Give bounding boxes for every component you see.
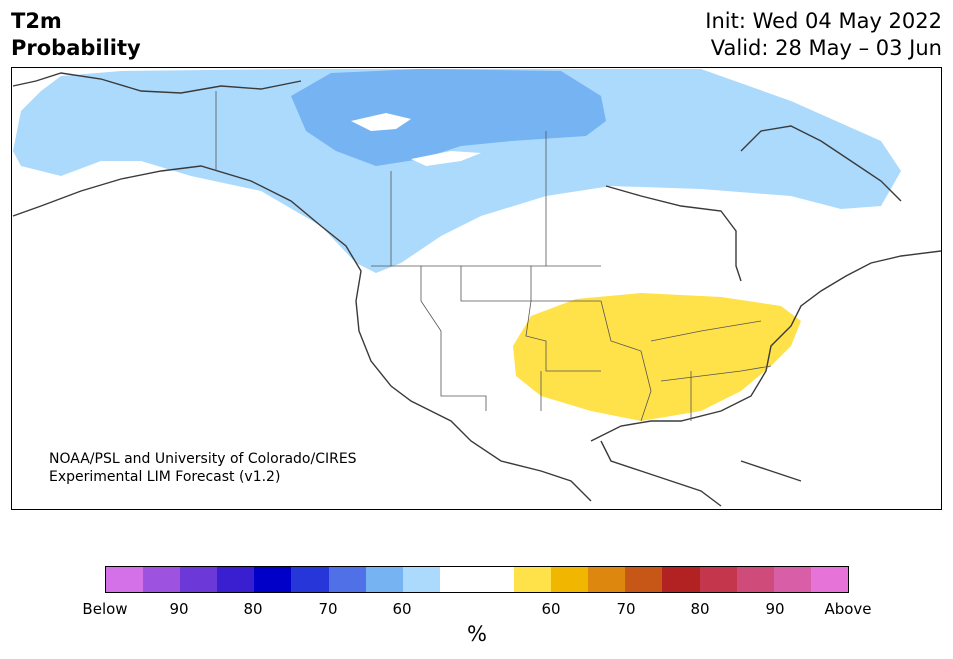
political-borders <box>215 91 772 422</box>
colorbar-tick-label: Below <box>82 600 128 618</box>
colorbar-swatch <box>254 567 292 592</box>
above-normal-region <box>513 293 801 421</box>
lake-patch <box>411 151 481 166</box>
colorbar-unit: % <box>467 622 487 646</box>
map-title: T2m Probability <box>11 8 141 62</box>
colorbar-tick-label: 60 <box>392 600 412 618</box>
init-date: Init: Wed 04 May 2022 <box>705 9 942 33</box>
colorbar-swatch <box>514 567 552 592</box>
colorbar-swatch <box>625 567 663 592</box>
colorbar-swatch <box>439 567 477 592</box>
colorbar-swatch <box>810 567 848 592</box>
colorbar-tick-label: 90 <box>765 600 785 618</box>
colorbar-tick-label: 60 <box>541 600 561 618</box>
colorbar-swatch <box>773 567 811 592</box>
colorbar-tick-label: 80 <box>690 600 710 618</box>
colorbar-tick-label: Above <box>824 600 872 618</box>
colorbar-swatch <box>365 567 403 592</box>
colorbar-swatch <box>328 567 366 592</box>
colorbar <box>105 566 849 593</box>
credit-line-model: Experimental LIM Forecast (v1.2) <box>49 469 281 485</box>
colorbar-tick-label: 70 <box>616 600 636 618</box>
colorbar-swatch <box>143 567 181 592</box>
colorbar-swatch <box>662 567 700 592</box>
colorbar-swatch <box>588 567 626 592</box>
coastlines <box>12 72 941 507</box>
colorbar-tick-label: 80 <box>243 600 263 618</box>
colorbar-swatch <box>402 567 440 592</box>
credit-text: NOAA/PSL and University of Colorado/CIRE… <box>49 450 357 486</box>
credit-line-org: NOAA/PSL and University of Colorado/CIRE… <box>49 451 357 467</box>
valid-range: Valid: 28 May – 03 Jun <box>710 36 942 60</box>
colorbar-swatch <box>106 567 144 592</box>
below-normal-medium-region <box>291 69 606 166</box>
colorbar-swatch <box>736 567 774 592</box>
colorbar-swatch <box>217 567 255 592</box>
lake-patch <box>351 113 411 131</box>
below-normal-light-region <box>13 69 901 273</box>
forecast-dates: Init: Wed 04 May 2022 Valid: 28 May – 03… <box>705 8 942 62</box>
map-canvas <box>12 69 941 507</box>
colorbar-tick-label: 70 <box>318 600 338 618</box>
title-line-variable: T2m <box>11 9 62 33</box>
colorbar-swatch <box>699 567 737 592</box>
colorbar-tick-label: 90 <box>169 600 189 618</box>
colorbar-swatch <box>476 567 515 592</box>
colorbar-swatch <box>291 567 329 592</box>
title-line-probability: Probability <box>11 36 141 60</box>
colorbar-swatch <box>551 567 589 592</box>
colorbar-swatch <box>180 567 218 592</box>
map-panel <box>11 67 942 510</box>
